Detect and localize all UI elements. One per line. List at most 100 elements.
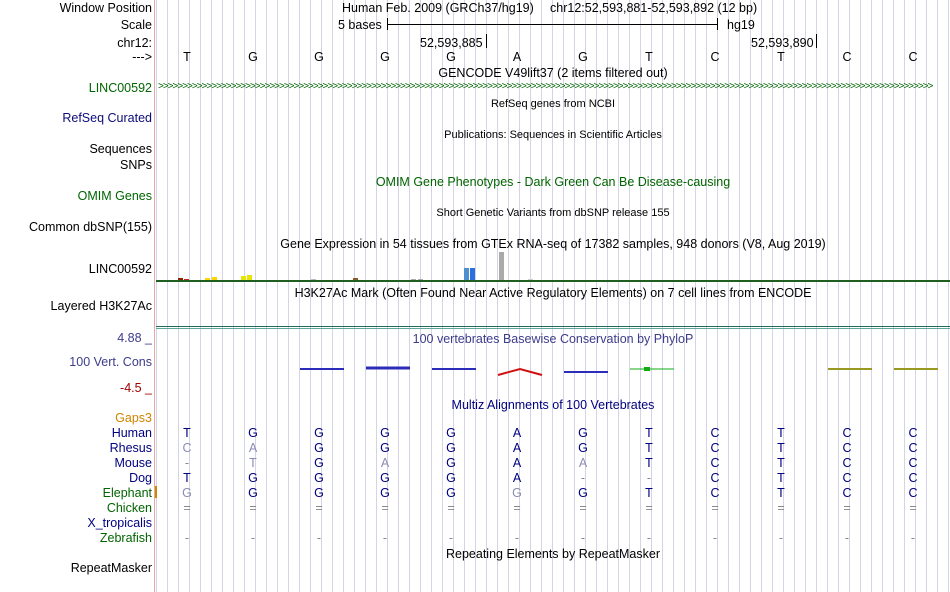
alignment-base: C <box>710 441 720 455</box>
gtex-bar[interactable] <box>470 268 475 280</box>
alignment-base: - <box>778 531 784 545</box>
reference-base: G <box>248 50 258 64</box>
label-repeatmasker[interactable]: RepeatMasker <box>70 561 152 575</box>
omim-title[interactable]: OMIM Gene Phenotypes - Dark Green Can Be… <box>375 175 731 189</box>
alignment-base: G <box>314 426 324 440</box>
alignment-base: - <box>646 471 652 485</box>
reference-base: A <box>512 50 522 64</box>
alignment-base: - <box>712 531 718 545</box>
alignment-base: G <box>248 486 258 500</box>
alignment-base: T <box>777 426 785 440</box>
alignment-base: A <box>578 456 588 470</box>
gtex-bar[interactable] <box>418 279 423 280</box>
reference-base: G <box>314 50 324 64</box>
label-gaps3[interactable]: Gaps3 <box>115 411 152 425</box>
alignment-base: = <box>447 501 455 515</box>
scale-bar <box>387 24 718 25</box>
alignment-base: T <box>645 426 653 440</box>
alignment-base: G <box>314 441 324 455</box>
gtex-bar[interactable] <box>499 252 504 280</box>
alignment-base: - <box>250 531 256 545</box>
species-label[interactable]: Zebrafish <box>99 531 152 545</box>
alignment-base: = <box>909 501 917 515</box>
reference-base: C <box>908 50 918 64</box>
alignment-base: C <box>908 486 918 500</box>
gtex-bar[interactable] <box>528 279 533 280</box>
phylop-title[interactable]: 100 vertebrates Basewise Conservation by… <box>412 332 694 346</box>
label-gtex-gene[interactable]: LINC00592 <box>88 262 152 276</box>
label-cons-min: -4.5 _ <box>120 381 152 395</box>
phylop-plot[interactable] <box>156 355 950 385</box>
label-chrom: chr12: <box>117 36 152 50</box>
alignment-base: C <box>842 486 852 500</box>
gtex-bar[interactable] <box>464 268 469 280</box>
alignment-base: C <box>182 441 192 455</box>
publications-title[interactable]: Publications: Sequences in Scientific Ar… <box>444 129 662 141</box>
label-100-vert-cons[interactable]: 100 Vert. Cons <box>69 355 152 369</box>
scale-bar-right <box>717 18 718 30</box>
gtex-bar[interactable] <box>411 279 416 280</box>
alignment-base: G <box>314 456 324 470</box>
species-label[interactable]: Dog <box>129 471 152 485</box>
alignment-base: = <box>249 501 257 515</box>
label-layered-h3k27ac[interactable]: Layered H3K27Ac <box>50 299 152 313</box>
alignment-base: - <box>910 531 916 545</box>
alignment-base: T <box>183 471 191 485</box>
refseq-title[interactable]: RefSeq genes from NCBI <box>490 98 616 110</box>
alignment-base: C <box>842 426 852 440</box>
alignment-base: G <box>380 486 390 500</box>
gtex-bar[interactable] <box>184 279 189 280</box>
alignment-base: = <box>381 501 389 515</box>
alignment-base: - <box>382 531 388 545</box>
alignment-base: - <box>580 531 586 545</box>
gtex-title[interactable]: Gene Expression in 54 tissues from GTEx … <box>280 237 826 251</box>
label-gencode-track[interactable]: LINC00592 <box>88 81 152 95</box>
label-refseq-curated[interactable]: RefSeq Curated <box>62 111 152 125</box>
alignment-base: - <box>184 456 190 470</box>
species-label[interactable]: Chicken <box>106 501 152 515</box>
reference-base: T <box>645 50 653 64</box>
gtex-bar[interactable] <box>311 279 316 280</box>
label-cons-max: 4.88 _ <box>117 331 152 345</box>
alignment-base: G <box>446 486 456 500</box>
gencode-feature-strand[interactable]: >>>>>>>>>>>>>>>>>>>>>>>>>>>>>>>>>>>>>>>>… <box>158 81 933 92</box>
scale-text: 5 bases <box>338 18 382 32</box>
coordinate-1: 52,593,885 <box>420 36 483 50</box>
alignment-base: C <box>842 471 852 485</box>
alignment-base: T <box>183 426 191 440</box>
alignment-base: G <box>380 471 390 485</box>
label-common-dbsnp[interactable]: Common dbSNP(155) <box>29 220 152 234</box>
coordinate-2: 52,593,890 <box>751 36 814 50</box>
gtex-bar[interactable] <box>205 278 210 280</box>
species-label[interactable]: Human <box>111 426 152 440</box>
alignment-base: T <box>645 456 653 470</box>
dbsnp-title[interactable]: Short Genetic Variants from dbSNP releas… <box>436 207 670 219</box>
label-sequences[interactable]: Sequences <box>89 142 152 156</box>
alignment-base: G <box>182 486 192 500</box>
reference-base: G <box>446 50 456 64</box>
gtex-bar[interactable] <box>247 275 252 280</box>
alignment-base: = <box>513 501 521 515</box>
alignment-base: = <box>183 501 191 515</box>
gtex-bar[interactable] <box>353 278 358 280</box>
label-snps[interactable]: SNPs <box>120 158 152 172</box>
species-label[interactable]: Mouse <box>114 456 152 470</box>
phylop-mark <box>497 367 543 376</box>
label-omim-genes[interactable]: OMIM Genes <box>77 189 152 203</box>
species-label[interactable]: Elephant <box>102 486 152 500</box>
alignment-base: A <box>512 456 522 470</box>
gencode-title[interactable]: GENCODE V49lift37 (2 items filtered out) <box>438 66 668 80</box>
species-label[interactable]: Rhesus <box>109 441 152 455</box>
species-label[interactable]: X_tropicalis <box>87 516 152 530</box>
multiz-title[interactable]: Multiz Alignments of 100 Vertebrates <box>451 398 655 412</box>
scale-db: hg19 <box>727 18 755 32</box>
alignment-base: T <box>777 471 785 485</box>
gtex-bar[interactable] <box>212 277 217 280</box>
alignment-base: - <box>448 531 454 545</box>
h3k27ac-title[interactable]: H3K27Ac Mark (Often Found Near Active Re… <box>294 286 812 300</box>
repeatmasker-title[interactable]: Repeating Elements by RepeatMasker <box>445 547 660 561</box>
gtex-bar[interactable] <box>178 278 183 280</box>
gtex-bar-plot[interactable] <box>156 252 950 280</box>
gtex-bar[interactable] <box>241 276 246 280</box>
